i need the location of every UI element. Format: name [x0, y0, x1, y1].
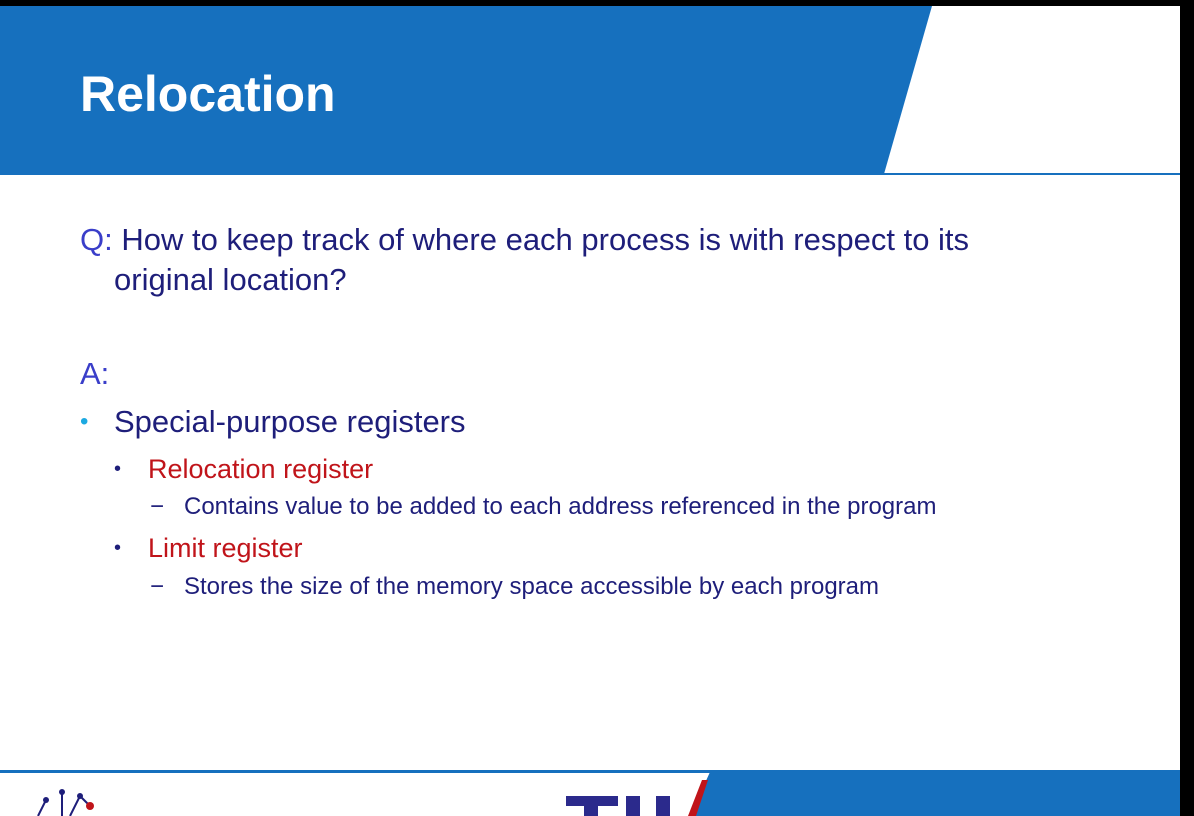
bullet-dot-icon: • — [114, 537, 122, 559]
dash-icon: − — [150, 573, 165, 600]
footer-band — [690, 772, 1180, 816]
subbullet-text: Relocation register — [148, 454, 374, 484]
header-band — [0, 6, 932, 174]
slide-title: Relocation — [80, 66, 336, 122]
bullet-dot-icon: • — [114, 458, 122, 480]
answer-label: A: — [80, 356, 110, 391]
question-line: Q: How to keep track of where each proce… — [80, 220, 1080, 260]
dash-icon: − — [150, 493, 165, 520]
bullet-dot-icon: • — [80, 408, 89, 435]
question-prefix: Q: — [80, 222, 113, 257]
bullet-text: Special-purpose registers — [114, 404, 466, 439]
slide: Relocation Q: How to keep track of where… — [0, 6, 1180, 816]
detail-text: Stores the size of the memory space acce… — [184, 573, 879, 600]
footer-rule — [0, 770, 1180, 773]
subbullet-text: Limit register — [148, 533, 303, 563]
question-continuation: original location? — [114, 262, 347, 297]
tu-logo-icon — [566, 780, 708, 816]
header-rule — [0, 173, 1180, 175]
question-text: How to keep track of where each process … — [112, 222, 970, 257]
detail-text: Contains value to be added to each addre… — [184, 493, 937, 520]
network-logo-icon — [37, 789, 94, 816]
